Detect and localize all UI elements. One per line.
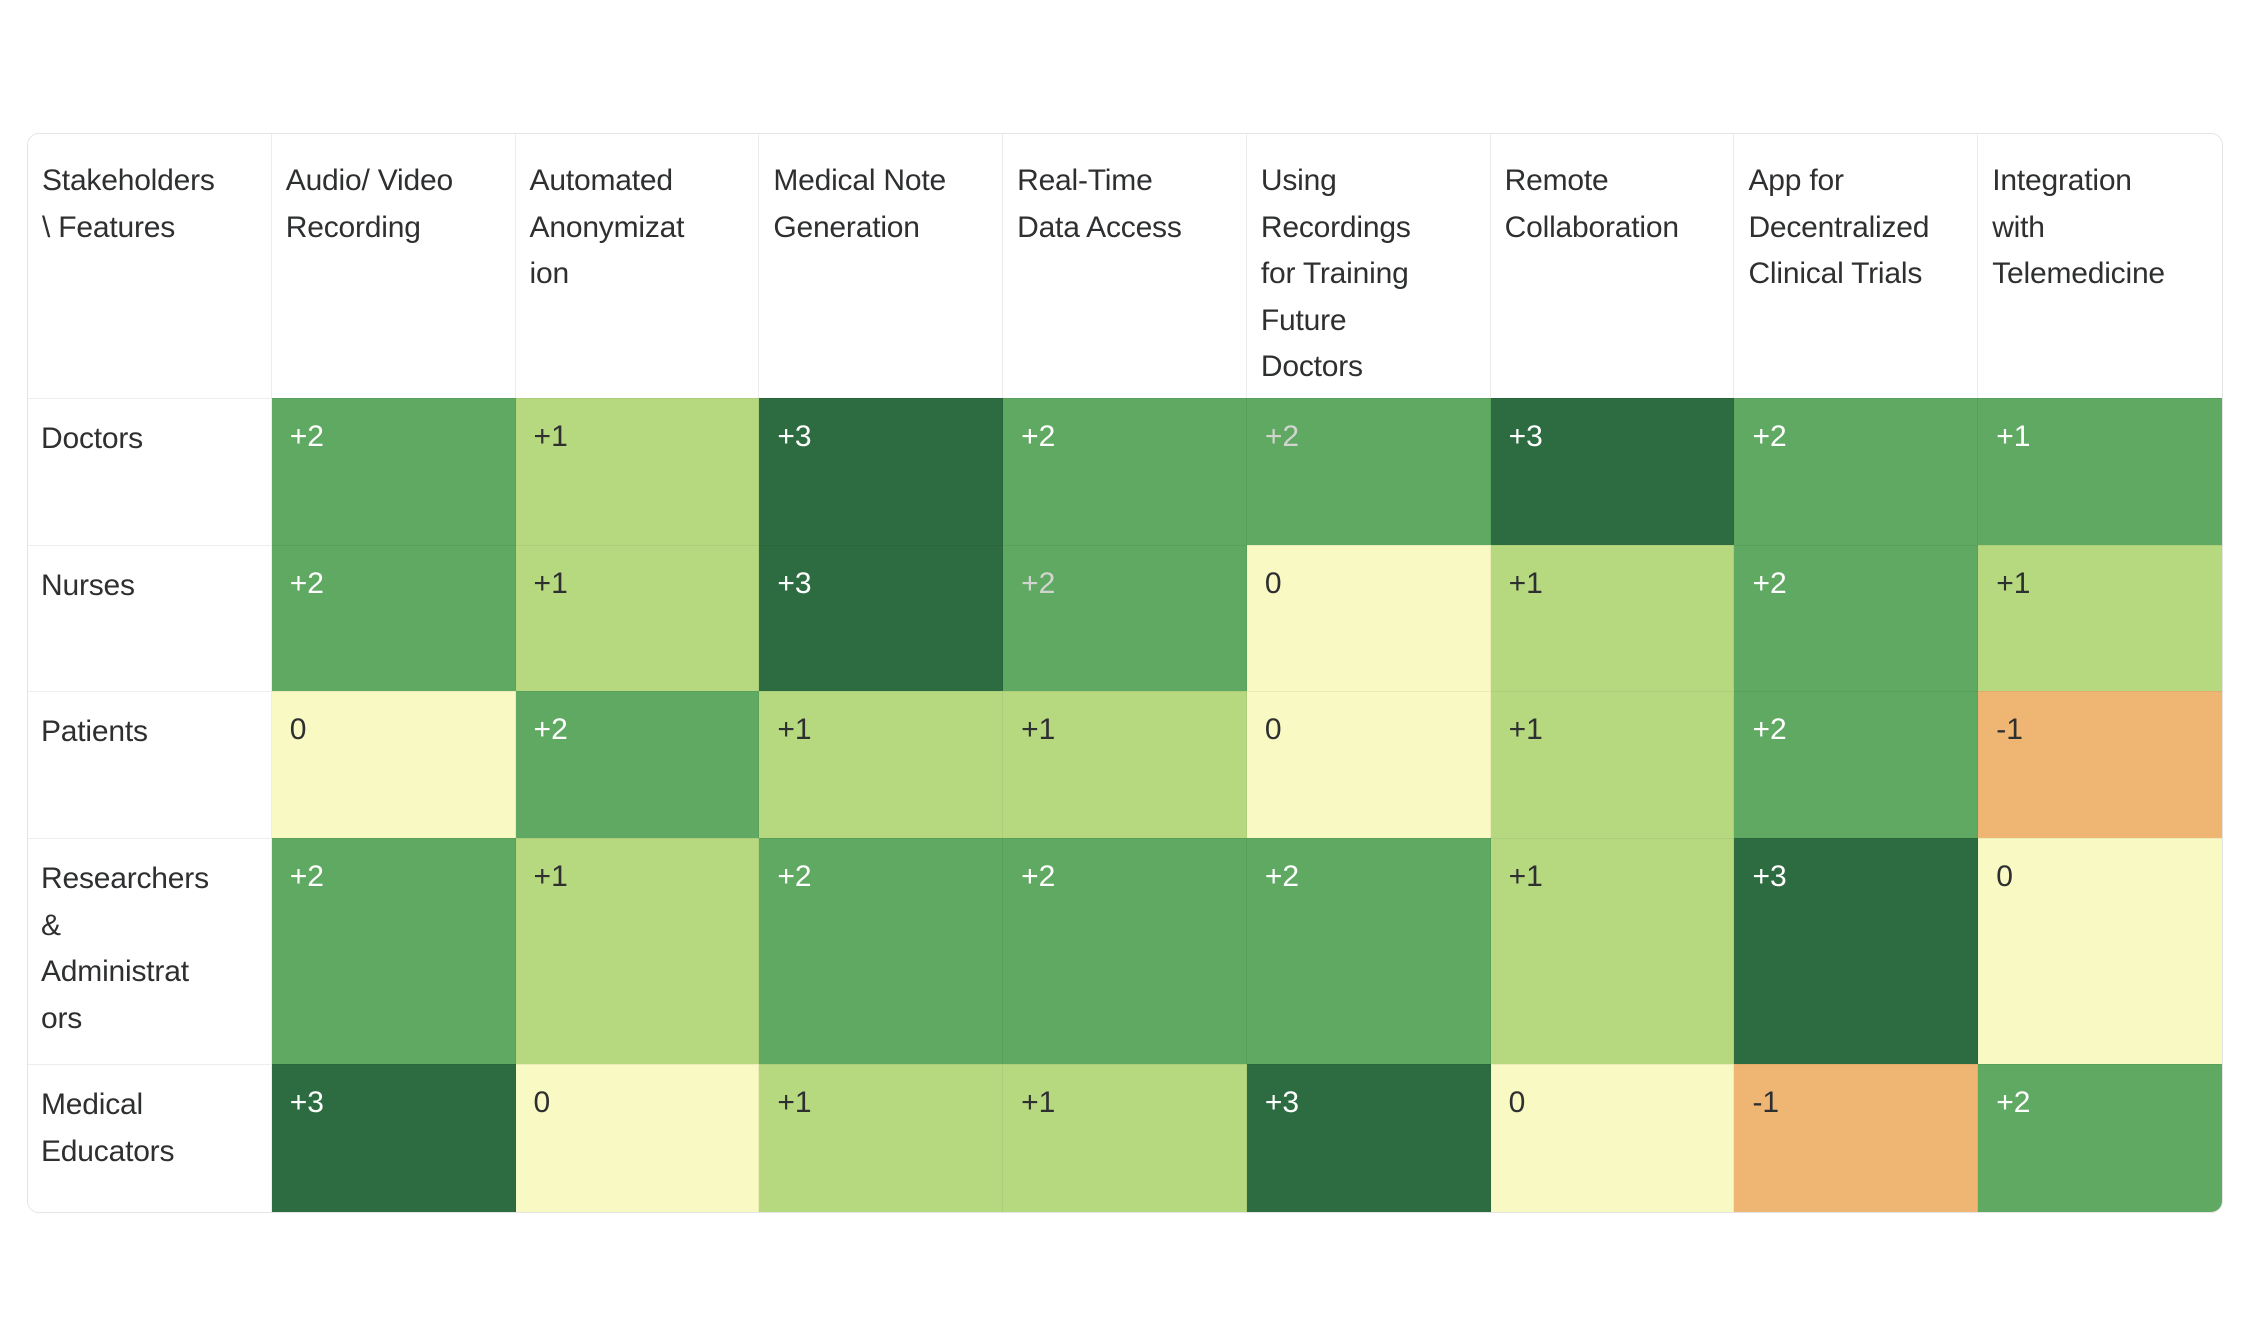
row-label: Doctors [28, 398, 272, 545]
heatmap-cell: +1 [515, 838, 760, 1064]
column-header-real-time-data-access: Real-Time Data Access [1003, 134, 1247, 398]
heatmap-cell: +2 [271, 398, 516, 545]
heatmap-cell: 0 [515, 1064, 760, 1212]
heatmap-cell: +3 [1734, 838, 1979, 1064]
row-label: Researchers & Administrat ors [28, 838, 272, 1064]
column-header-integration-with-telemedicine: Integration with Telemedicine [1978, 134, 2222, 398]
heatmap-cell: +2 [1003, 398, 1247, 545]
stakeholder-feature-heatmap: Stakeholders \ Features Audio/ Video Rec… [27, 133, 2223, 1213]
heatmap-cell: +1 [1490, 691, 1735, 838]
heatmap-cell: 0 [271, 691, 516, 838]
heatmap-cell: +2 [271, 838, 516, 1064]
row-label: Patients [28, 691, 272, 838]
heatmap-grid: Stakeholders \ Features Audio/ Video Rec… [28, 134, 2222, 1212]
heatmap-cell: +1 [515, 545, 760, 691]
heatmap-cell: +1 [759, 691, 1004, 838]
column-header-app-for-decentralized-trials: App for Decentralized Clinical Trials [1734, 134, 1979, 398]
row-label: Medical Educators [28, 1064, 272, 1212]
corner-header: Stakeholders \ Features [28, 134, 272, 398]
heatmap-cell: +1 [1978, 545, 2222, 691]
heatmap-cell: +2 [1003, 545, 1247, 691]
heatmap-cell: +1 [1978, 398, 2222, 545]
heatmap-cell: +2 [1734, 545, 1979, 691]
column-header-using-recordings-for-training: Using Recordings for Training Future Doc… [1246, 134, 1491, 398]
heatmap-cell: +3 [1246, 1064, 1491, 1212]
heatmap-cell: +3 [1490, 398, 1735, 545]
heatmap-cell: 0 [1490, 1064, 1735, 1212]
heatmap-cell: +2 [1003, 838, 1247, 1064]
heatmap-cell: +2 [271, 545, 516, 691]
heatmap-cell: +2 [759, 838, 1004, 1064]
heatmap-cell: +2 [515, 691, 760, 838]
heatmap-cell: 0 [1246, 545, 1491, 691]
heatmap-cell: -1 [1978, 691, 2222, 838]
heatmap-cell: +3 [759, 545, 1004, 691]
heatmap-cell: +2 [1978, 1064, 2222, 1212]
column-header-audio-video-recording: Audio/ Video Recording [271, 134, 516, 398]
row-label: Nurses [28, 545, 272, 691]
column-header-automated-anonymization: Automated Anonymizat ion [515, 134, 760, 398]
heatmap-cell: +1 [1003, 691, 1247, 838]
heatmap-cell: +3 [759, 398, 1004, 545]
heatmap-cell: 0 [1978, 838, 2222, 1064]
heatmap-cell: -1 [1734, 1064, 1979, 1212]
heatmap-cell: +2 [1246, 838, 1491, 1064]
heatmap-cell: +1 [1490, 545, 1735, 691]
heatmap-cell: +1 [1490, 838, 1735, 1064]
heatmap-cell: +2 [1734, 398, 1979, 545]
heatmap-cell: 0 [1246, 691, 1491, 838]
heatmap-cell: +2 [1734, 691, 1979, 838]
heatmap-cell: +1 [1003, 1064, 1247, 1212]
column-header-remote-collaboration: Remote Collaboration [1490, 134, 1735, 398]
heatmap-cell: +2 [1246, 398, 1491, 545]
heatmap-cell: +1 [759, 1064, 1004, 1212]
heatmap-cell: +1 [515, 398, 760, 545]
column-header-medical-note-generation: Medical Note Generation [759, 134, 1004, 398]
heatmap-cell: +3 [271, 1064, 516, 1212]
